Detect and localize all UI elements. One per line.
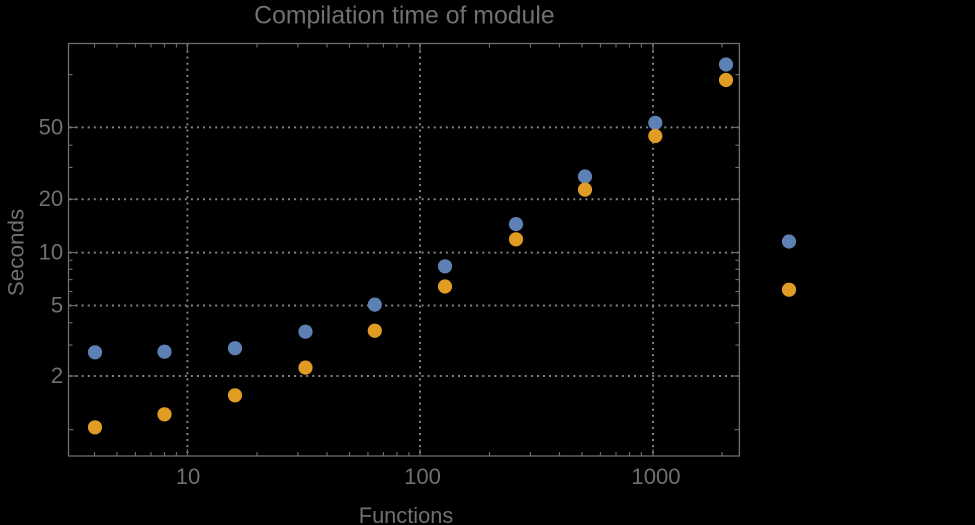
svg-text:Compilation time of module: Compilation time of module xyxy=(254,3,554,30)
svg-text:5: 5 xyxy=(51,292,63,317)
svg-text:2: 2 xyxy=(51,363,63,388)
svg-text:10: 10 xyxy=(176,464,201,489)
svg-text:10: 10 xyxy=(39,240,64,265)
svg-text:100: 100 xyxy=(404,464,441,489)
svg-text:50: 50 xyxy=(39,114,64,139)
svg-text:1000: 1000 xyxy=(631,464,680,489)
svg-text:Functions: Functions xyxy=(359,503,454,525)
svg-text:20: 20 xyxy=(39,186,64,211)
svg-text:Seconds: Seconds xyxy=(3,209,28,297)
